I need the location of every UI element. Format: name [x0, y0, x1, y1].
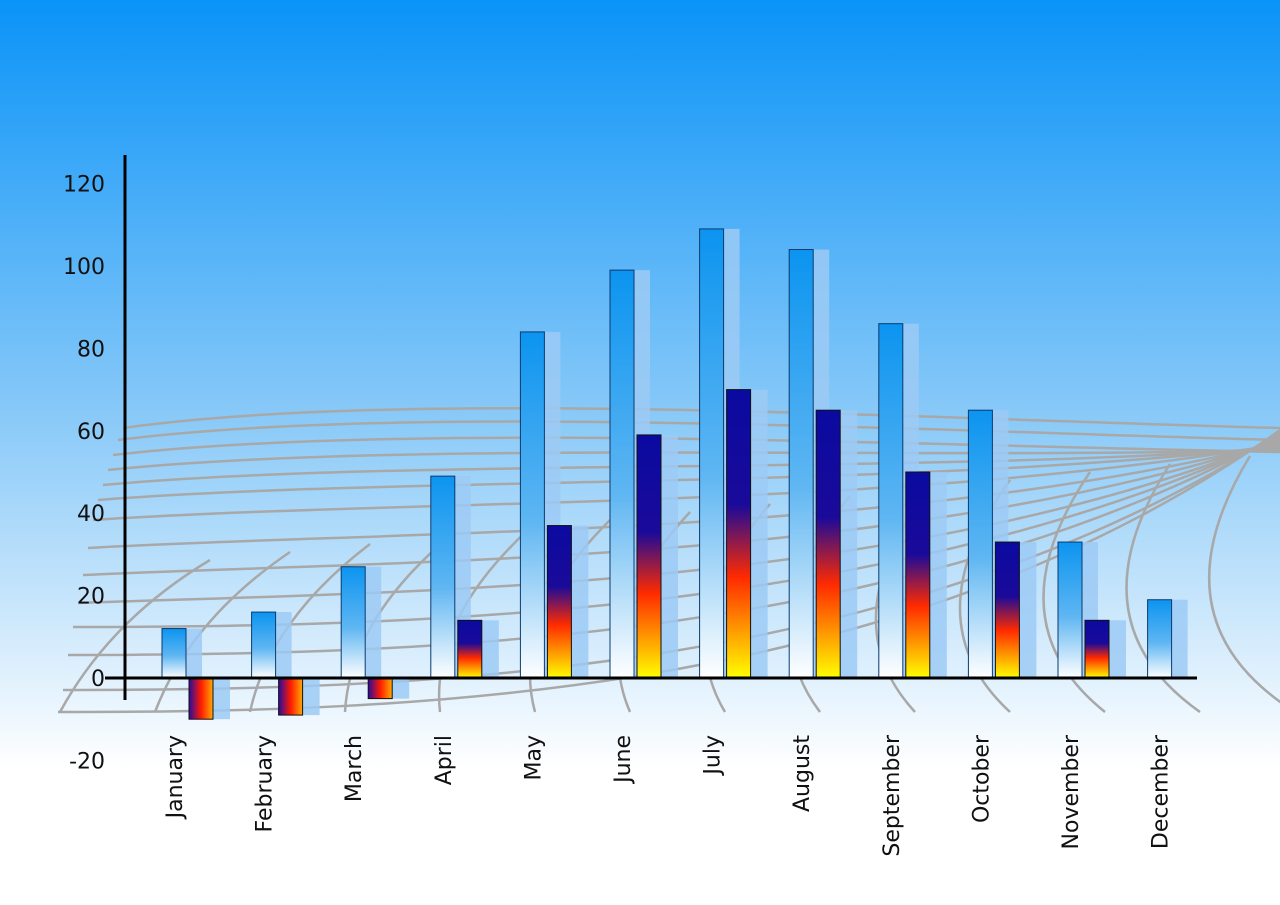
x-tick-label: June [611, 735, 636, 785]
bar-series1-February [251, 611, 277, 679]
bar-series2-June [636, 434, 662, 679]
x-tick-label: May [521, 735, 546, 780]
y-tick-label: 40 [77, 502, 105, 527]
x-tick-label: January [163, 735, 188, 820]
y-tick-label: 60 [77, 420, 105, 445]
bar-series2-May [546, 525, 572, 679]
bar-series1-March [340, 566, 366, 679]
bar-series2-October [994, 541, 1020, 679]
y-tick-label: 20 [77, 585, 105, 610]
x-tick-label: November [1059, 734, 1084, 849]
bar-series1-December [1147, 599, 1173, 679]
bar-series2-April [457, 619, 483, 679]
bar-series2-September [905, 471, 931, 679]
grid-line [1042, 471, 1106, 713]
bar-series2-March [367, 677, 393, 700]
y-tick-label: 0 [91, 667, 105, 692]
grid-line [117, 420, 1280, 442]
y-tick-label: -20 [69, 749, 105, 774]
bar-series1-May [519, 331, 545, 679]
y-tick-label: 80 [77, 337, 105, 362]
grid-line [58, 558, 211, 713]
bar-series1-June [609, 269, 635, 679]
x-tick-label: September [880, 734, 905, 857]
x-tick-label: April [432, 735, 457, 785]
grid-line [153, 550, 291, 713]
x-tick-label: February [253, 735, 278, 833]
y-tick-label: 120 [63, 173, 105, 198]
bar-series2-February [278, 677, 304, 716]
bar-series1-January [161, 628, 187, 679]
bar-series1-July [699, 228, 725, 679]
bar-series2-January [188, 677, 214, 720]
bar-series2-August [815, 409, 841, 679]
bar-series2-November [1084, 619, 1110, 679]
bar-series1-November [1057, 541, 1083, 679]
x-tick-label: August [790, 735, 815, 812]
grid-line [1207, 455, 1280, 704]
grid-line [1125, 463, 1201, 714]
y-tick-label: 100 [63, 255, 105, 280]
bar-series1-September [878, 323, 904, 679]
grid-line [122, 406, 1280, 430]
bar-series2-July [726, 389, 752, 679]
x-tick-label: July [701, 735, 726, 777]
x-tick-label: March [342, 735, 367, 802]
bar-series1-August [788, 249, 814, 679]
bar-series1-April [430, 475, 456, 679]
bar-series1-October [967, 409, 993, 679]
x-tick-label: December [1149, 734, 1174, 849]
x-tick-label: October [969, 734, 994, 823]
